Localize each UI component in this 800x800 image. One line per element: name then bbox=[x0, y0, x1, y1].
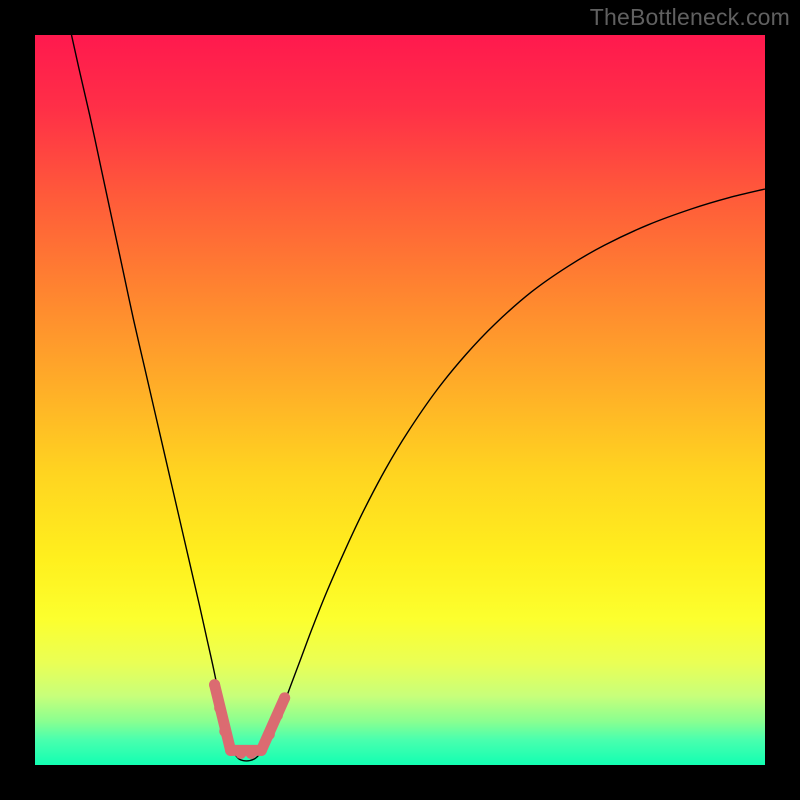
chart-frame: TheBottleneck.com bbox=[0, 0, 800, 800]
bottleneck-curve-chart bbox=[35, 35, 765, 765]
gradient-background bbox=[35, 35, 765, 765]
plot-area bbox=[35, 35, 765, 765]
watermark-text: TheBottleneck.com bbox=[590, 4, 790, 31]
